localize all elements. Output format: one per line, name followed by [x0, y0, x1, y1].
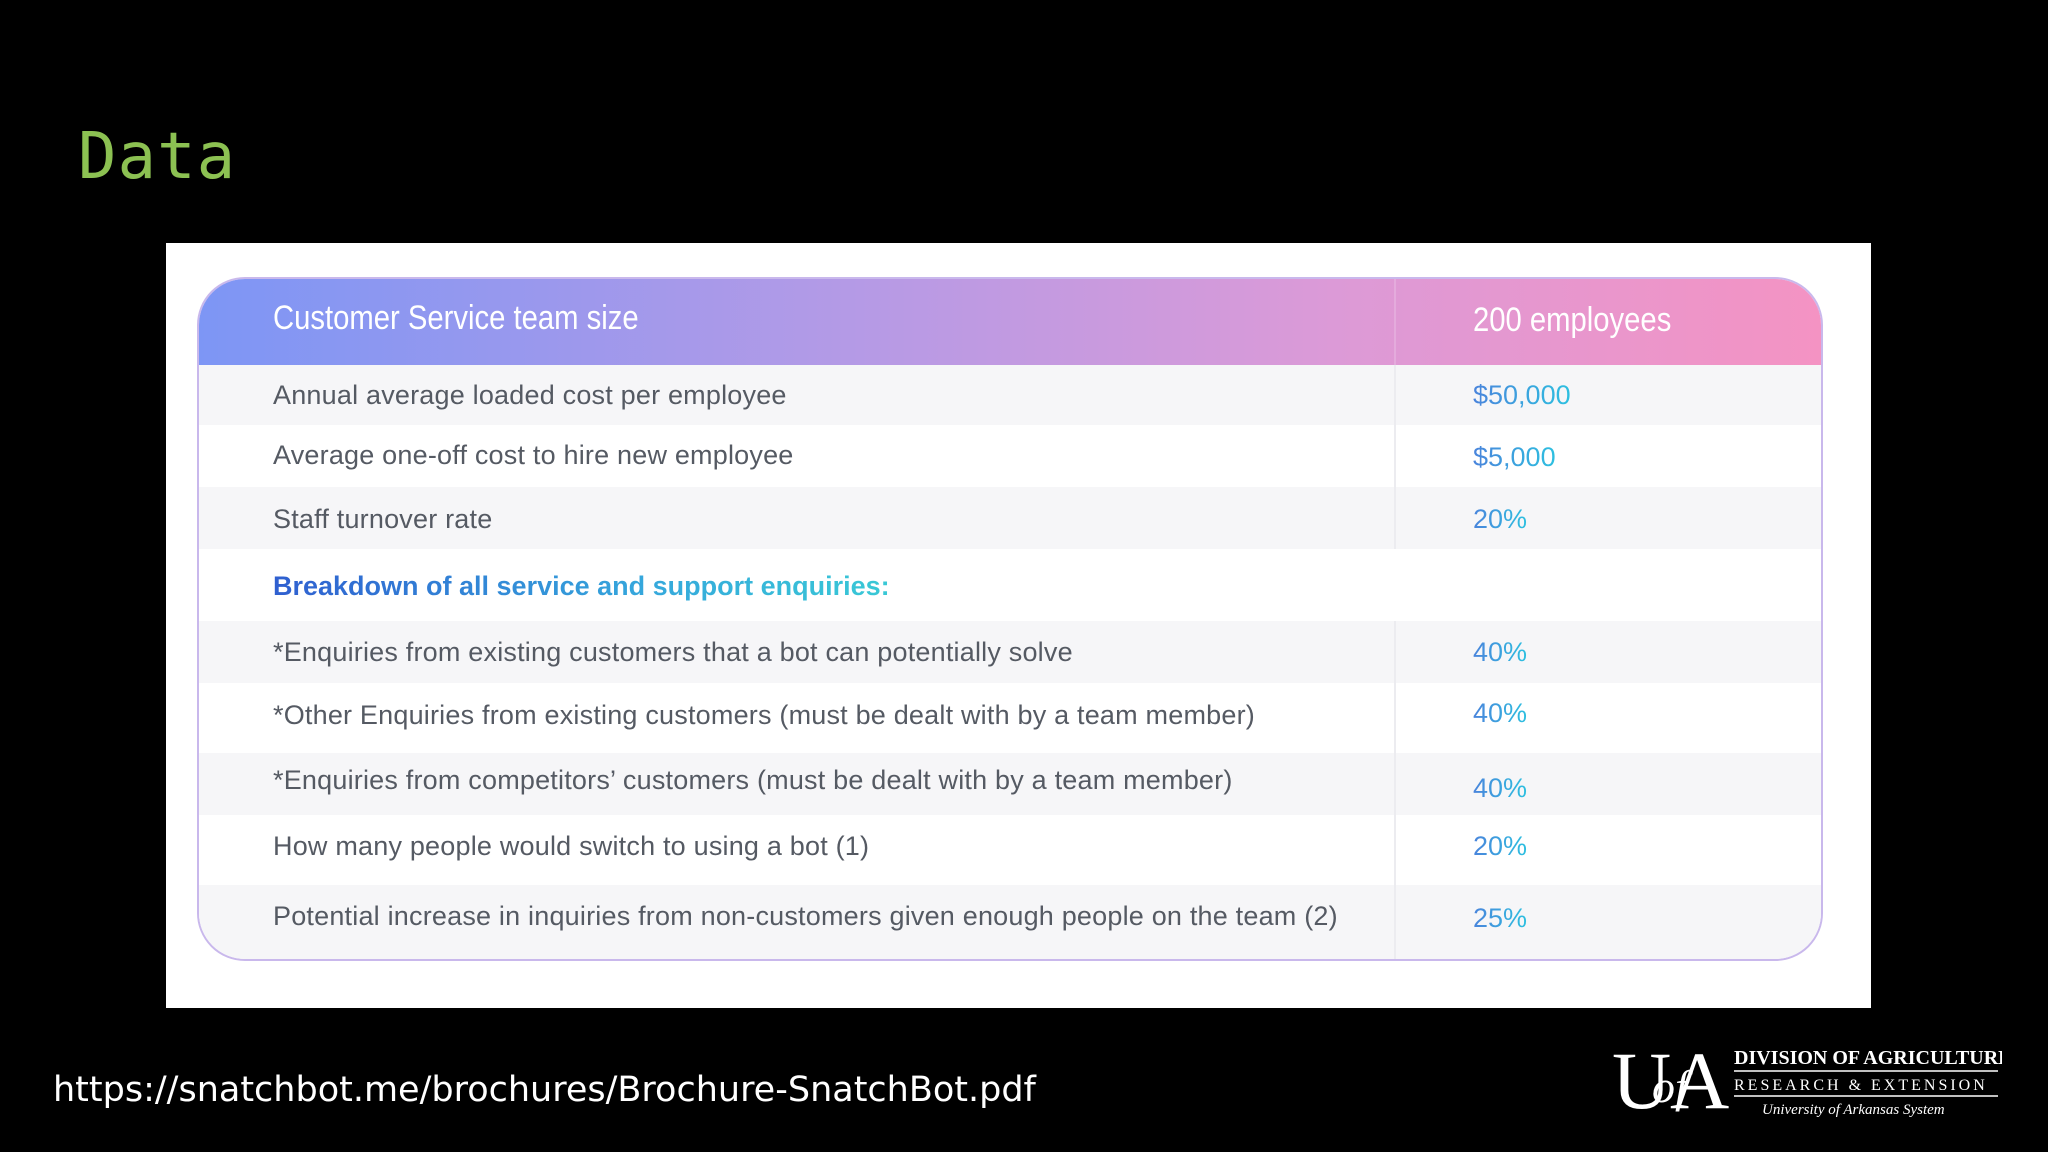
row-value: 20% [1473, 504, 1528, 534]
row-value: 40% [1473, 637, 1528, 667]
column-separator [1394, 487, 1396, 549]
row-label: *Other Enquiries from existing customers… [273, 700, 1255, 730]
row-label: *Enquiries from competitors’ customers (… [273, 765, 1233, 795]
row-label: Staff turnover rate [273, 504, 493, 534]
column-separator [1394, 365, 1396, 425]
roi-table: Customer Service team size 200 employees… [197, 277, 1823, 961]
row-label: Potential increase in inquiries from non… [273, 901, 1338, 931]
row-value: 40% [1473, 698, 1528, 728]
logo-monogram: U [1612, 1040, 1671, 1120]
row-value: 40% [1473, 773, 1528, 803]
logo-line1: DIVISION OF AGRICULTURE [1734, 1047, 2002, 1069]
table-row: Staff turnover rate 20% [199, 487, 1821, 549]
row-value: $50,000 [1473, 380, 1571, 410]
column-separator [1394, 683, 1396, 753]
logo-line2: RESEARCH & EXTENSION [1734, 1077, 1988, 1094]
table-row: *Other Enquiries from existing customers… [199, 683, 1821, 753]
logo-monogram-of: of [1652, 1061, 1694, 1112]
header-value: 200 employees [1473, 301, 1672, 339]
row-label: Average one-off cost to hire new employe… [273, 440, 794, 470]
table-row: *Enquiries from existing customers that … [199, 621, 1821, 683]
column-separator [1394, 815, 1396, 885]
logo-monogram-a: A [1670, 1040, 1729, 1120]
row-value: $5,000 [1473, 442, 1556, 472]
table-row: Average one-off cost to hire new employe… [199, 425, 1821, 487]
column-separator [1394, 753, 1396, 815]
source-url: https://snatchbot.me/brochures/Brochure-… [53, 1070, 1036, 1110]
row-label: How many people would switch to using a … [273, 831, 870, 861]
logo-line3: University of Arkansas System [1762, 1102, 1945, 1118]
row-value: 20% [1473, 831, 1528, 861]
row-label: Annual average loaded cost per employee [273, 380, 787, 410]
slide-title: Data [78, 120, 237, 194]
section-row: Breakdown of all service and support enq… [199, 549, 1821, 621]
table-header: Customer Service team size 200 employees [199, 279, 1821, 365]
table-row: How many people would switch to using a … [199, 815, 1821, 885]
table-row: Potential increase in inquiries from non… [199, 885, 1821, 959]
table-row: *Enquiries from competitors’ customers (… [199, 753, 1821, 815]
uofa-division-logo: U of A DIVISION OF AGRICULTURE RESEARCH … [1612, 1040, 2002, 1120]
section-label: Breakdown of all service and support enq… [273, 571, 890, 601]
header-label: Customer Service team size [273, 299, 639, 337]
column-separator [1394, 885, 1396, 959]
header-column-divider [1394, 279, 1396, 365]
data-table-image: Customer Service team size 200 employees… [166, 243, 1871, 1008]
row-label: *Enquiries from existing customers that … [273, 637, 1073, 667]
row-value: 25% [1473, 903, 1528, 933]
table-row: Annual average loaded cost per employee … [199, 365, 1821, 425]
column-separator [1394, 425, 1396, 487]
column-separator [1394, 621, 1396, 683]
